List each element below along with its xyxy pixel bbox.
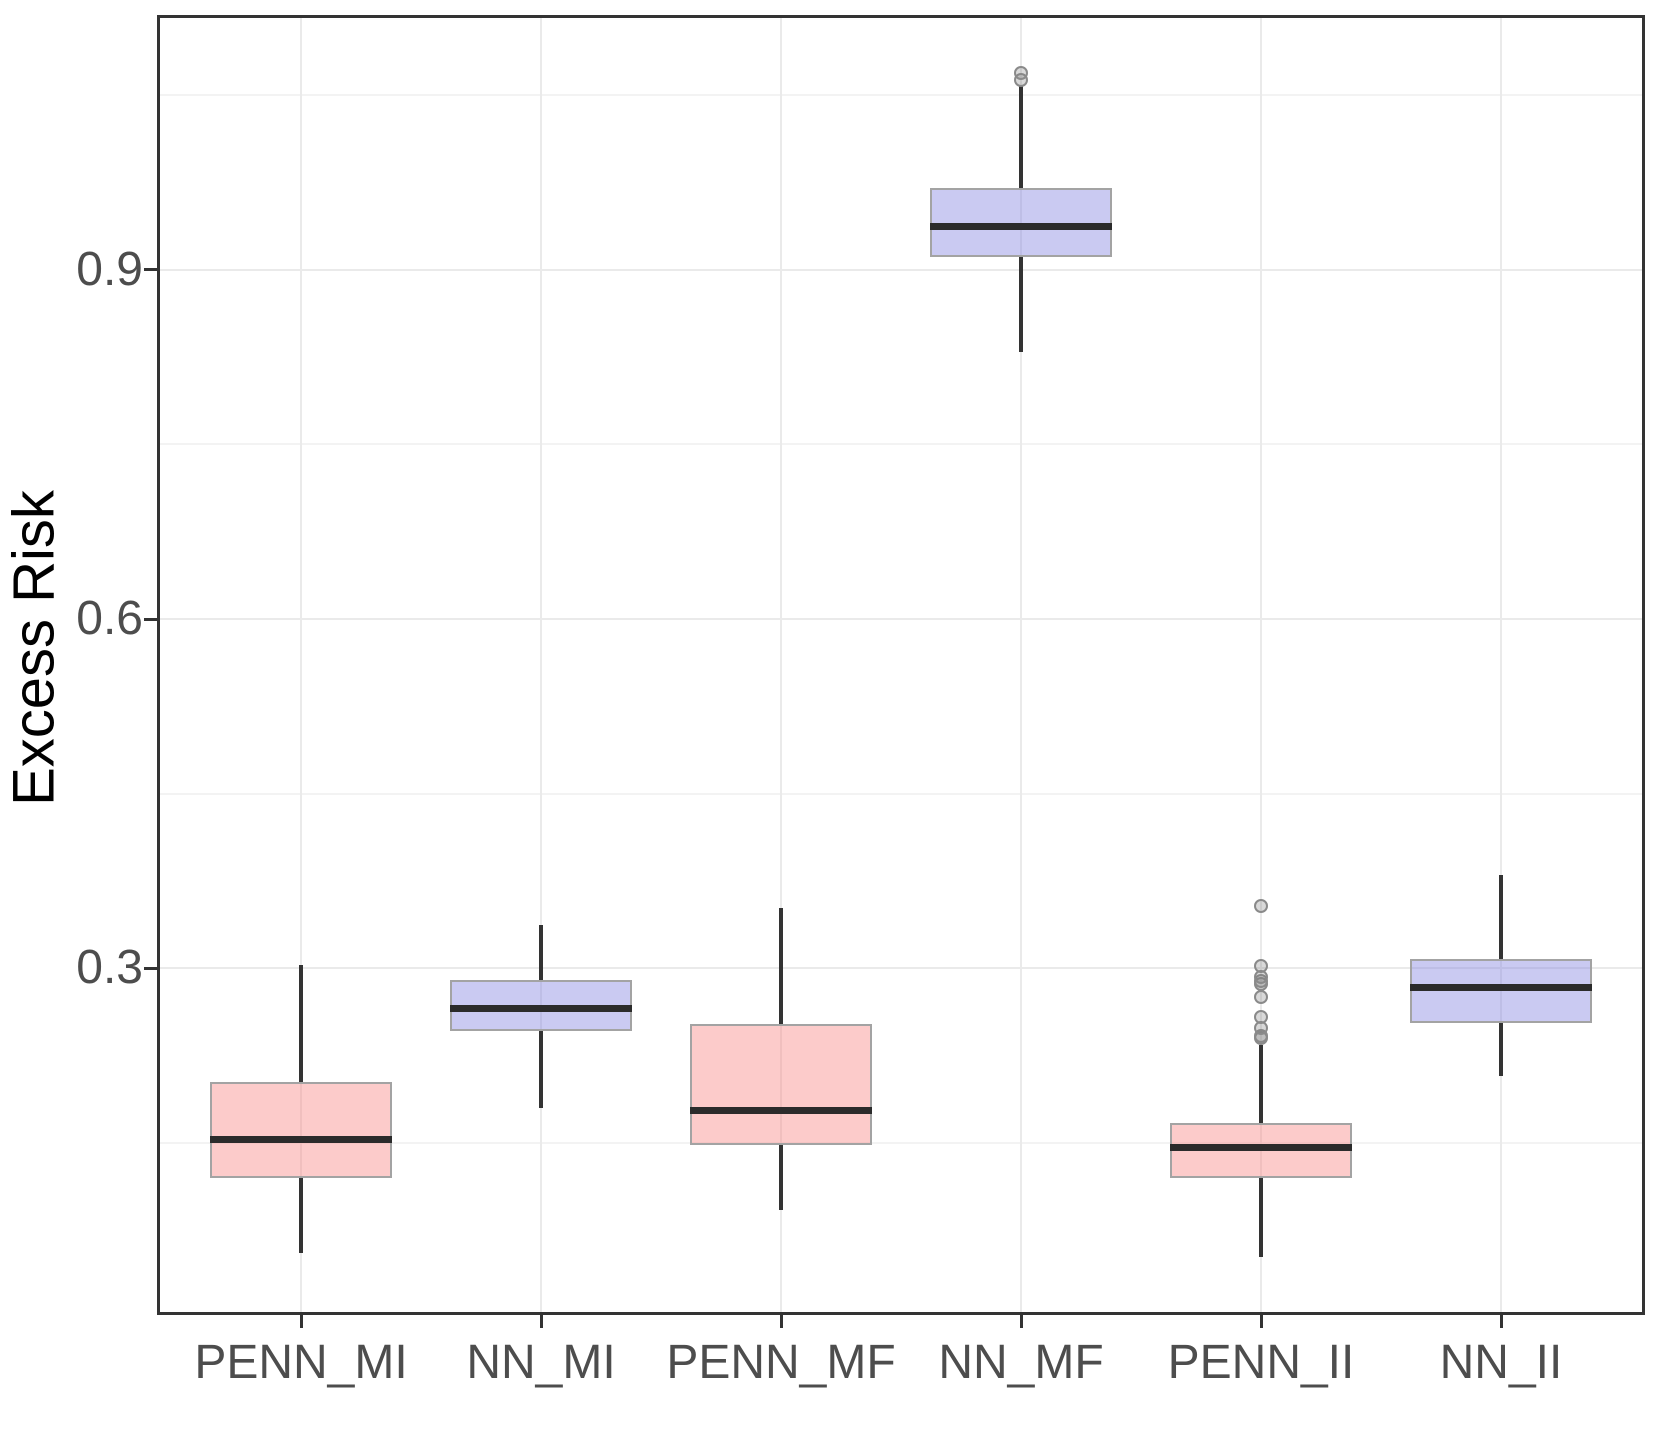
plot-panel <box>157 15 1645 1315</box>
y-tick-mark <box>144 966 157 970</box>
major-gridline-x <box>300 15 302 1315</box>
whisker-lower <box>299 1177 303 1254</box>
whisker-upper <box>539 925 543 980</box>
major-gridline-y <box>157 618 1645 621</box>
x-tick-mark <box>1019 1315 1023 1328</box>
x-tick-label: NN_MI <box>466 1336 616 1389</box>
outlier-point <box>1254 958 1268 973</box>
whisker-upper <box>1259 1044 1263 1123</box>
whisker-upper <box>299 964 303 1083</box>
whisker-lower <box>1259 1177 1263 1257</box>
whisker-lower <box>539 1031 543 1108</box>
y-tick-label: 0.9 <box>76 242 143 296</box>
whisker-upper <box>1019 84 1023 189</box>
median-line <box>450 1004 632 1012</box>
x-tick-label: PENN_MF <box>666 1336 896 1389</box>
major-gridline-x <box>780 15 782 1315</box>
median-line <box>210 1136 392 1144</box>
whisker-upper <box>779 907 783 1025</box>
outlier-point <box>1254 990 1268 1005</box>
y-tick-mark <box>144 268 157 272</box>
whisker-lower <box>1499 1022 1503 1077</box>
box <box>1410 958 1592 1023</box>
x-tick-label: NN_II <box>1439 1336 1563 1389</box>
box <box>210 1082 392 1178</box>
minor-gridline-y <box>157 94 1645 97</box>
x-tick-mark <box>1499 1315 1503 1328</box>
x-tick-mark <box>779 1315 783 1328</box>
y-tick-label: 0.3 <box>76 941 143 995</box>
major-gridline-x <box>540 15 542 1315</box>
x-tick-label: PENN_II <box>1167 1336 1355 1389</box>
minor-gridline-y <box>157 792 1645 795</box>
whisker-upper <box>1499 875 1503 959</box>
minor-gridline-y <box>157 1141 1645 1144</box>
median-line <box>690 1107 872 1115</box>
x-tick-mark <box>539 1315 543 1328</box>
median-line <box>1410 983 1592 991</box>
whisker-lower <box>779 1145 783 1211</box>
major-gridline-x <box>1260 15 1262 1315</box>
median-line <box>930 222 1112 230</box>
x-tick-label: NN_MF <box>938 1336 1104 1389</box>
box <box>690 1024 872 1146</box>
outlier-point <box>1254 1010 1268 1025</box>
outlier-point <box>1254 899 1268 914</box>
whisker-lower <box>1019 257 1023 353</box>
y-axis-title: Excess Risk <box>1 490 67 806</box>
major-gridline-y <box>157 967 1645 970</box>
major-gridline-y <box>157 268 1645 271</box>
major-gridline-x <box>1500 15 1502 1315</box>
x-tick-mark <box>299 1315 303 1328</box>
median-line <box>1170 1144 1352 1152</box>
y-tick-mark <box>144 617 157 621</box>
minor-gridline-y <box>157 443 1645 446</box>
major-gridline-x <box>1020 15 1022 1315</box>
y-tick-label: 0.6 <box>76 592 143 646</box>
outlier-point <box>1014 66 1028 81</box>
x-tick-label: PENN_MI <box>194 1336 408 1389</box>
x-tick-mark <box>1259 1315 1263 1328</box>
